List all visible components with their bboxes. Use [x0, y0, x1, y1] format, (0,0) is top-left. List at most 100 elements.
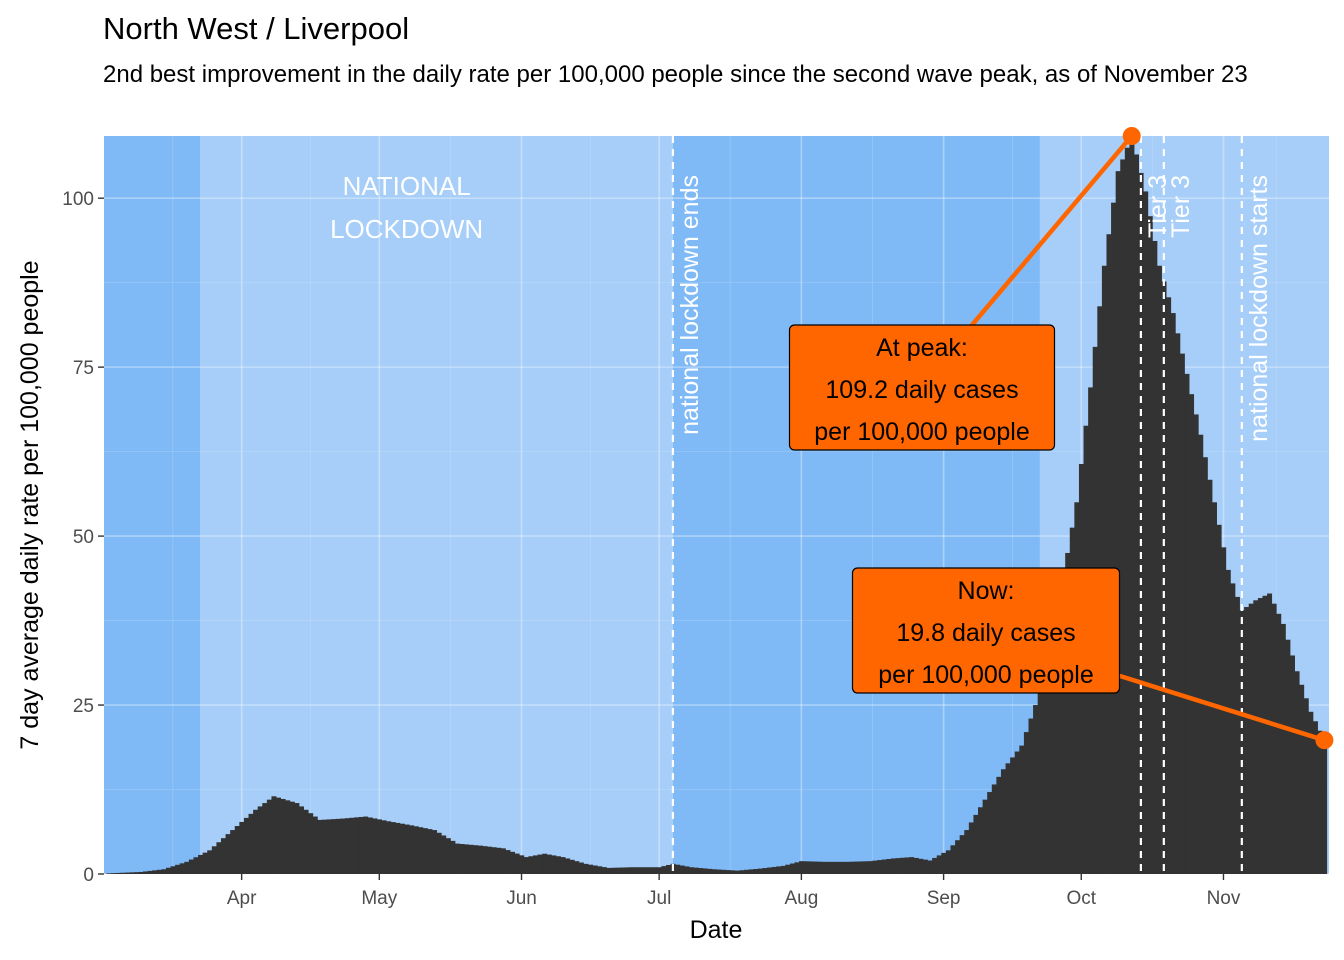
bar [721, 869, 727, 874]
bar [716, 869, 722, 874]
bar [844, 861, 850, 874]
bar [771, 866, 777, 874]
bar [459, 843, 465, 874]
bar [1033, 705, 1039, 874]
bar [106, 873, 112, 874]
bar [978, 807, 984, 874]
bar [863, 861, 869, 874]
bar [1230, 583, 1236, 874]
bar [523, 857, 529, 874]
callout-connector [1117, 673, 1327, 743]
bar [175, 864, 181, 874]
bar [276, 797, 282, 874]
chart-subtitle: 2nd best improvement in the daily rate p… [103, 61, 1248, 88]
bar [748, 869, 754, 874]
bar [1000, 769, 1006, 874]
bar [730, 870, 736, 874]
y-tick-label: 75 [73, 358, 94, 379]
bar [803, 861, 809, 874]
bar [441, 835, 447, 874]
bar [858, 861, 864, 874]
bar [964, 830, 970, 874]
bar [1023, 732, 1029, 874]
bar [354, 817, 360, 874]
bar [409, 825, 415, 874]
y-tick-label: 50 [73, 527, 94, 548]
bar [904, 857, 910, 874]
bar [757, 868, 763, 874]
bar [1014, 751, 1020, 874]
bar [124, 872, 130, 874]
bar [1129, 136, 1135, 874]
y-tick-label: 0 [83, 865, 94, 886]
bar [1290, 655, 1295, 874]
bar [610, 867, 616, 874]
bar [468, 844, 474, 874]
x-tick-label: Sep [927, 888, 961, 909]
bar [753, 868, 759, 874]
bar [294, 803, 300, 874]
callout-connector [969, 133, 1134, 328]
bar [693, 867, 699, 874]
bar [211, 846, 217, 874]
bar [395, 822, 401, 874]
bar [725, 870, 731, 874]
bar [312, 816, 318, 874]
bar [271, 796, 277, 874]
bar [1216, 524, 1222, 874]
bar [317, 819, 323, 874]
callout-line: per 100,000 people [878, 661, 1093, 689]
bar [1138, 172, 1144, 874]
bar [675, 864, 681, 874]
bar [152, 870, 158, 874]
bar [1257, 598, 1263, 874]
callout-point [1122, 127, 1141, 145]
bar [849, 861, 855, 874]
bar [987, 792, 993, 874]
bar [776, 866, 782, 874]
bar [1239, 610, 1245, 874]
bar [1184, 373, 1190, 874]
bar [932, 857, 938, 874]
bar [638, 867, 644, 874]
bar [1046, 647, 1052, 874]
bar [913, 857, 919, 874]
callout-line: 109.2 daily cases [825, 376, 1018, 404]
bar [794, 862, 800, 874]
bar [766, 867, 772, 874]
bar [707, 868, 713, 874]
bar [1143, 191, 1149, 874]
event-label: Tier 3 [1167, 175, 1195, 238]
bar [335, 818, 341, 874]
bar [973, 814, 979, 874]
background-band [200, 136, 673, 874]
bar [376, 819, 382, 874]
bar [826, 861, 832, 874]
bar [546, 854, 552, 874]
callout-box [788, 324, 1056, 451]
bar [298, 806, 304, 874]
bar [666, 864, 672, 874]
bar [583, 863, 589, 874]
bar [1207, 479, 1213, 874]
bar [1198, 434, 1204, 874]
bar [381, 820, 387, 874]
bar [120, 872, 126, 874]
bar [679, 865, 685, 874]
bar [473, 845, 479, 874]
bar [147, 870, 153, 874]
bar [239, 821, 245, 874]
bar [831, 861, 837, 874]
bar [220, 838, 226, 874]
bar [1253, 600, 1259, 874]
bar [656, 867, 662, 874]
callout-box [851, 567, 1121, 694]
bar [1106, 234, 1112, 874]
bar [1317, 730, 1323, 874]
x-tick-label: Jul [647, 888, 671, 909]
bar [684, 866, 690, 874]
bar [482, 846, 488, 874]
y-axis-title: 7 day average daily rate per 100,000 peo… [16, 260, 44, 749]
bar [569, 859, 575, 874]
